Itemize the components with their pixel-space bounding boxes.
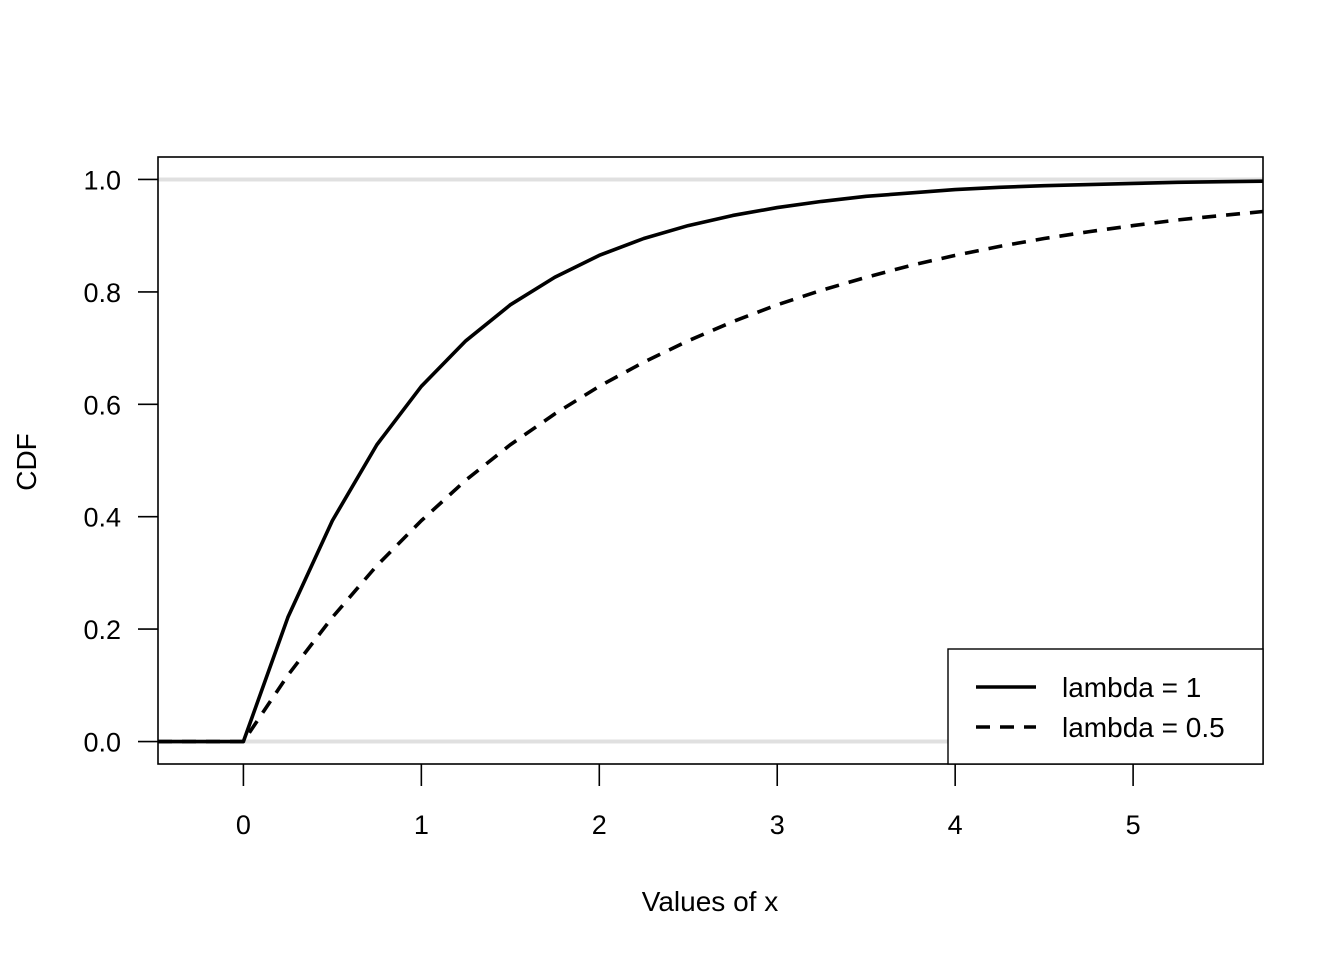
legend-box	[947, 648, 1264, 765]
y-tick-label: 0.4	[83, 503, 121, 533]
x-tick-label: 3	[770, 810, 785, 840]
x-axis: 0 1 2 3 4 5	[236, 764, 1141, 840]
series-line-solid	[158, 179, 1264, 744]
x-axis-title: Values of x	[642, 886, 778, 917]
x-tick-label: 5	[1126, 810, 1141, 840]
y-axis: 0.0 0.2 0.4 0.6 0.8 1.0	[83, 165, 158, 758]
y-tick-label: 1.0	[83, 165, 121, 195]
legend: lambda = 1 lambda = 0.5	[947, 648, 1264, 765]
y-tick-label: 0.6	[83, 390, 121, 420]
series-lines	[158, 179, 1264, 744]
y-axis-title: CDF	[11, 433, 42, 491]
series-line-dashed	[158, 209, 1264, 744]
legend-label-lambda-1: lambda = 1	[1062, 672, 1201, 703]
x-tick-label: 4	[948, 810, 963, 840]
x-tick-label: 2	[592, 810, 607, 840]
x-tick-label: 1	[414, 810, 429, 840]
legend-label-lambda-0-5: lambda = 0.5	[1062, 712, 1225, 743]
y-tick-label: 0.8	[83, 278, 121, 308]
x-tick-label: 0	[236, 810, 251, 840]
plot-frame	[157, 156, 1264, 765]
y-tick-label: 0.0	[83, 728, 121, 758]
y-tick-label: 0.2	[83, 615, 121, 645]
